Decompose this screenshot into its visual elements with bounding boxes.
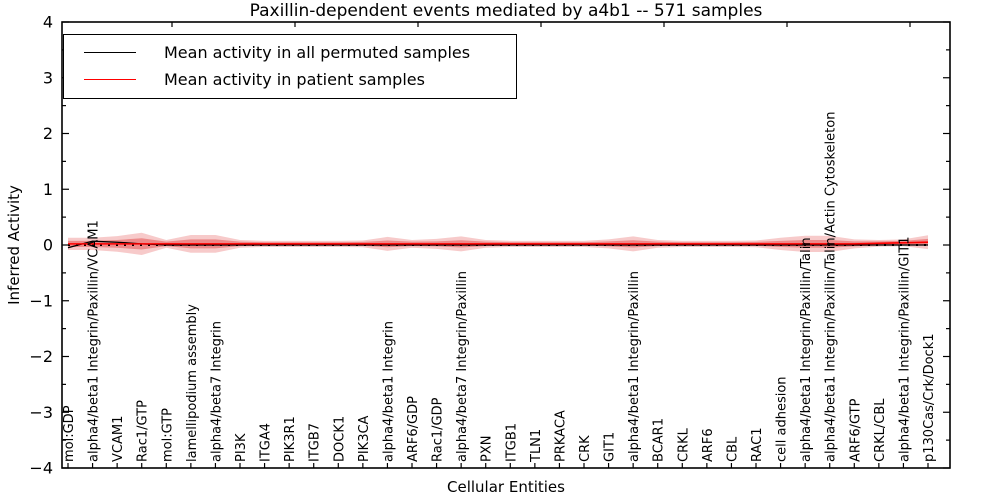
y-tick-label: −4: [29, 459, 53, 478]
legend-label-patient: Mean activity in patient samples: [164, 70, 425, 89]
x-tick-label: alpha4/beta1 Integrin/Paxillin/VCAM1: [87, 220, 102, 462]
x-tick-label: CRKL: [676, 427, 691, 462]
x-tick-label: PXN: [480, 436, 495, 462]
x-tick-label: alpha4/beta7 Integrin/Paxillin: [455, 271, 470, 462]
legend-label-permuted: Mean activity in all permuted samples: [164, 43, 471, 62]
x-tick-label: RAC1: [750, 427, 765, 462]
x-axis-label: Cellular Entities: [447, 478, 565, 496]
black-line-swatch-icon: [84, 52, 136, 53]
x-tick-label: GIT1: [603, 432, 618, 462]
legend-entry-patient: Mean activity in patient samples: [64, 66, 516, 93]
x-tick-label: ITGA4: [259, 423, 274, 462]
y-tick-label: −2: [29, 347, 53, 366]
x-tick-label: TLN1: [529, 429, 544, 463]
x-tick-label: CRKL/CBL: [873, 398, 888, 462]
y-tick-label: −3: [29, 403, 53, 422]
y-axis-label: Inferred Activity: [5, 185, 23, 305]
x-tick-label: alpha4/beta1 Integrin/Paxillin/Talin: [799, 237, 814, 462]
x-tick-label: alpha4/beta1 Integrin/Paxillin/GIT1: [897, 236, 912, 462]
chart-title: Paxillin-dependent events mediated by a4…: [249, 1, 763, 21]
x-tick-label: p130Cas/Crk/Dock1: [922, 333, 937, 462]
x-tick-label: PIK3R1: [283, 416, 298, 462]
x-tick-label: ARF6: [701, 428, 716, 462]
y-tick-label: 0: [43, 236, 53, 255]
x-tick-label: ITGB7: [308, 423, 323, 462]
x-tick-label: PI3K: [234, 433, 249, 462]
y-tick-label: 1: [43, 180, 53, 199]
x-tick-label: Rac1/GDP: [431, 397, 446, 462]
y-tick-label: 3: [43, 68, 53, 87]
x-tick-label: alpha4/beta1 Integrin: [381, 321, 396, 462]
x-tick-label: CBL: [725, 436, 740, 462]
red-line-swatch-icon: [84, 79, 136, 80]
x-tick-label: ARF6/GDP: [406, 396, 421, 462]
x-tick-label: ARF6/GTP: [848, 398, 863, 462]
x-tick-label: mol:GTP: [160, 408, 175, 462]
x-tick-label: BCAR1: [652, 418, 667, 462]
y-tick-label: 2: [43, 124, 53, 143]
x-tick-label: ITGB1: [504, 423, 519, 462]
x-tick-label: mol:GDP: [62, 405, 77, 462]
x-tick-label: PRKACA: [553, 410, 568, 462]
x-tick-label: alpha4/beta1 Integrin/Paxillin/Talin/Act…: [824, 112, 839, 462]
y-tick-label: −1: [29, 291, 53, 310]
x-tick-label: VCAM1: [111, 416, 126, 462]
x-tick-label: Rac1/GTP: [136, 400, 151, 462]
x-tick-label: alpha4/beta7 Integrin: [209, 321, 224, 462]
x-tick-label: alpha4/beta1 Integrin/Paxillin: [627, 271, 642, 462]
legend: Mean activity in all permuted samples Me…: [63, 34, 517, 99]
permuted-mean-line: [67, 240, 928, 249]
x-tick-label: DOCK1: [332, 416, 347, 462]
legend-entry-permuted: Mean activity in all permuted samples: [64, 39, 516, 66]
x-tick-label: CRK: [578, 435, 593, 462]
x-tick-label: lamellipodium assembly: [185, 304, 200, 462]
x-tick-label: PIK3CA: [357, 415, 372, 462]
x-tick-label: cell adhesion: [775, 376, 790, 462]
patient-mean-line: [68, 241, 929, 245]
y-tick-label: 4: [43, 13, 53, 32]
